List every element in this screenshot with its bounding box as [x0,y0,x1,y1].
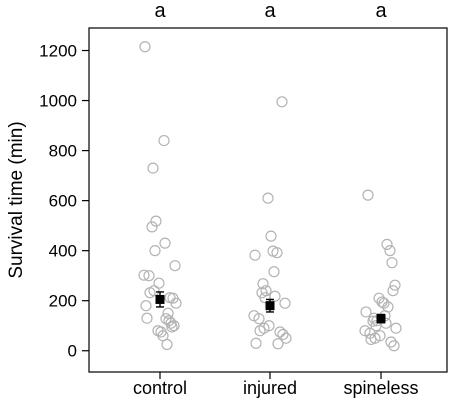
y-tick-label: 1200 [39,42,77,61]
x-category-label: spineless [343,378,418,398]
data-point [384,245,396,257]
data-point [138,269,150,281]
significance-letter: a [375,0,387,22]
data-point [144,287,156,299]
data-point [271,247,283,259]
plot-frame [88,27,448,373]
y-tick-label: 1000 [39,92,77,111]
data-point [257,278,269,290]
data-point [150,215,162,227]
x-category-label: control [133,378,187,398]
data-point [149,245,161,257]
data-point [161,338,173,351]
data-point [250,337,262,349]
data-point [365,333,377,346]
data-point [390,322,402,334]
data-point [280,332,292,344]
data-point [385,336,397,348]
data-point [386,257,398,269]
significance-letter: a [154,0,166,22]
x-category-label: injured [243,378,297,398]
data-point [360,306,372,318]
data-point [254,325,266,337]
mean-marker [155,294,165,304]
data-point [140,300,152,312]
data-point [389,279,401,291]
y-tick-label: 0 [68,342,77,361]
data-point [162,307,174,319]
data-point [262,192,274,204]
data-point [153,277,165,289]
y-tick-label: 800 [49,142,77,161]
data-point [249,249,261,261]
data-point [166,321,178,333]
data-point [279,297,291,309]
data-point [370,320,382,332]
data-point [277,328,289,341]
data-point [276,96,288,108]
data-point [158,134,170,147]
y-tick-label: 600 [49,192,77,211]
significance-letter: a [264,0,276,22]
data-point [170,297,182,309]
mean-marker [376,314,386,324]
data-point [147,162,159,174]
data-point [141,312,153,324]
data-point [143,270,155,282]
data-point [381,238,393,251]
data-point [259,292,271,304]
data-point [159,237,171,249]
data-point [268,266,280,278]
data-point [362,189,374,201]
data-point [168,320,180,332]
y-tick-label: 200 [49,292,77,311]
y-axis-title: Survival time (min) [6,121,27,278]
group-injured: injured a [243,0,297,398]
data-point [388,340,400,352]
data-point [272,338,284,350]
data-point [139,41,151,53]
data-groups: control a injured a spineless a [133,0,419,398]
group-control: control a [133,0,187,398]
y-tick-label: 400 [49,242,77,261]
data-point [265,230,277,242]
data-point [146,221,158,233]
group-spineless: spineless a [343,0,418,398]
y-axis: 0 200 400 600 800 1000 1200 [39,42,89,361]
data-point [274,326,286,338]
data-point [253,313,265,325]
data-point [387,285,399,297]
mean-marker [265,301,275,311]
data-point [378,297,390,309]
data-point [169,260,181,272]
